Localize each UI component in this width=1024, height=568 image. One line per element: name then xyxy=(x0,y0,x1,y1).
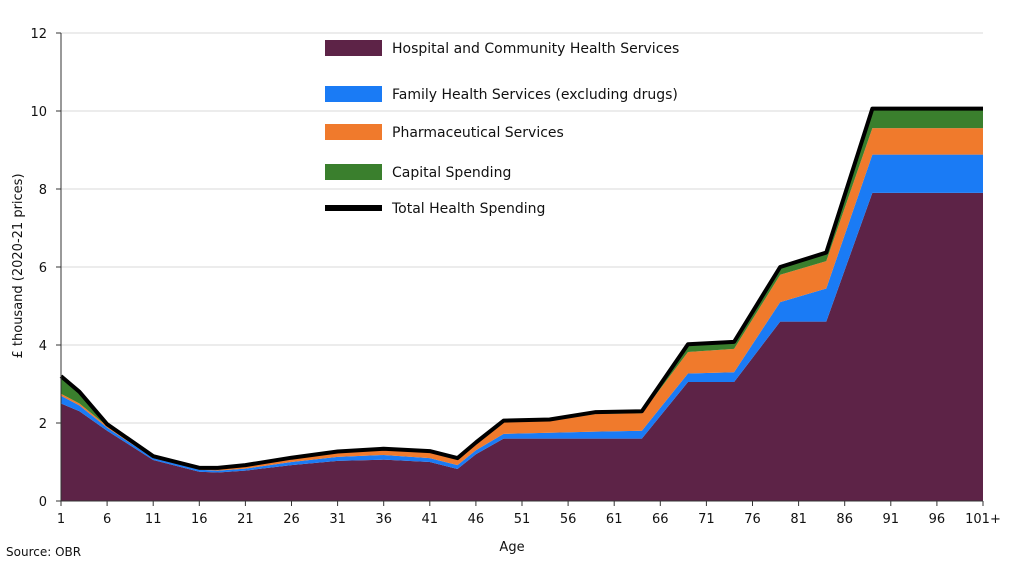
x-tick-label-76: 76 xyxy=(744,512,761,527)
x-tick-label-96: 96 xyxy=(929,512,946,527)
x-tick-label-86: 86 xyxy=(836,512,853,527)
area-series xyxy=(61,108,983,501)
legend-label-5: Total Health Spending xyxy=(391,201,545,217)
legend-label-4: Capital Spending xyxy=(392,165,511,181)
legend: Hospital and Community Health Services Fa… xyxy=(325,40,679,217)
x-tick-label-6: 6 xyxy=(103,512,111,527)
legend-swatch-3 xyxy=(325,124,382,140)
area-series-1 xyxy=(61,192,983,501)
source-note: Source: OBR xyxy=(6,545,81,559)
legend-swatch-2 xyxy=(325,86,382,102)
x-tick-label-1: 1 xyxy=(57,512,65,527)
x-tick-label-56: 56 xyxy=(560,512,577,527)
x-tick-label-91: 91 xyxy=(883,512,900,527)
y-tick-label-6: 6 xyxy=(39,261,47,276)
x-tick-label-71: 71 xyxy=(698,512,715,527)
x-tick-label-31: 31 xyxy=(329,512,346,527)
x-tick-label-51: 51 xyxy=(514,512,531,527)
y-tick-label-8: 8 xyxy=(39,183,47,198)
y-tick-label-2: 2 xyxy=(39,417,47,432)
x-tick-label-41: 41 xyxy=(422,512,439,527)
y-tick-label-0: 0 xyxy=(39,495,47,510)
total-line-layer xyxy=(59,106,983,470)
x-axis-title: Age xyxy=(499,540,524,555)
legend-swatch-4 xyxy=(325,164,382,180)
legend-swatch-total xyxy=(325,205,382,211)
x-tick-label-11: 11 xyxy=(145,512,162,527)
x-tick-label-16: 16 xyxy=(191,512,208,527)
x-tick-label-26: 26 xyxy=(283,512,300,527)
legend-label-1: Hospital and Community Health Services xyxy=(392,41,679,57)
legend-label-2: Family Health Services (excluding drugs) xyxy=(392,87,678,103)
y-tick-label-4: 4 xyxy=(39,339,47,354)
area-series-2 xyxy=(61,154,983,473)
y-tick-label-10: 10 xyxy=(30,105,47,120)
x-tick-label-46: 46 xyxy=(468,512,485,527)
total-spending-line xyxy=(59,106,983,470)
legend-label-3: Pharmaceutical Services xyxy=(392,125,564,141)
y-axis-title: £ thousand (2020-21 prices) xyxy=(11,173,26,358)
x-tick-label-66: 66 xyxy=(652,512,669,527)
x-tick-label-21: 21 xyxy=(237,512,254,527)
x-tick-label-61: 61 xyxy=(606,512,623,527)
x-tick-label-36: 36 xyxy=(375,512,392,527)
y-tick-label-12: 12 xyxy=(30,27,47,42)
legend-swatch-1 xyxy=(325,40,382,56)
x-tick-label-81: 81 xyxy=(790,512,807,527)
x-tick-label-101+: 101+ xyxy=(965,512,1001,527)
